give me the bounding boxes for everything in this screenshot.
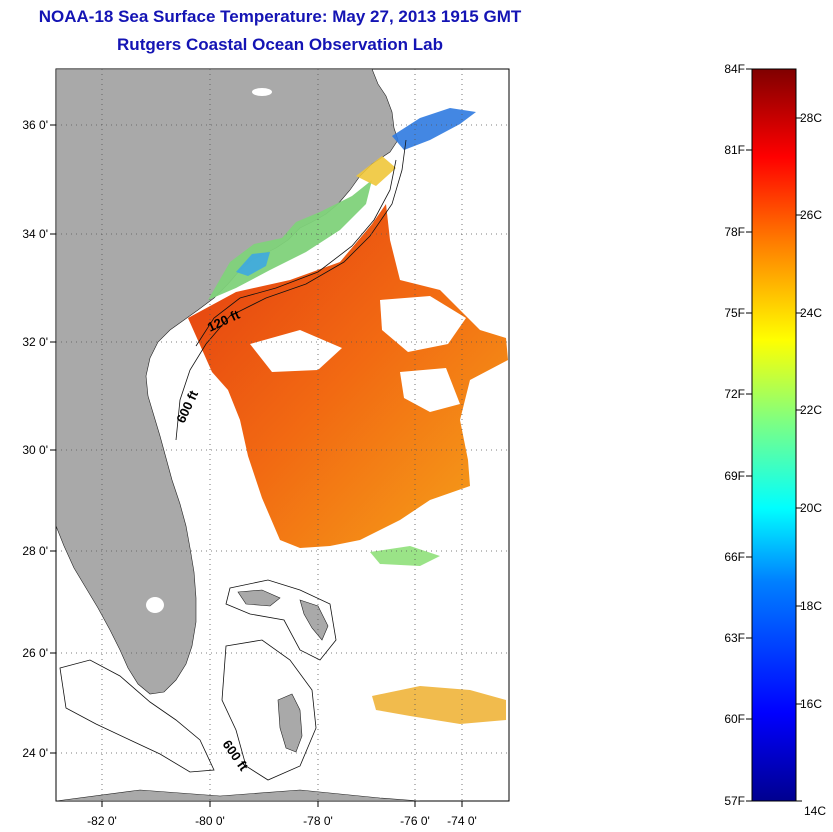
contour-600ft	[175, 139, 407, 441]
lat-label: 30 0'	[22, 443, 48, 457]
colorbar-f-label: 81F	[724, 143, 745, 157]
lon-label: -82 0'	[87, 814, 117, 828]
lon-label: -74 0'	[447, 814, 477, 828]
colorbar-c-label: 24C	[800, 306, 822, 320]
bahamas-island-andros	[277, 693, 303, 753]
colorbar-f-label: 63F	[724, 631, 745, 645]
colorbar-c-label: 20C	[800, 501, 822, 515]
colorbar	[751, 68, 797, 802]
lat-label: 36 0'	[22, 118, 48, 132]
colorbar-c-label: 18C	[800, 599, 822, 613]
contour-bahamas	[225, 579, 337, 661]
colorbar-f-label: 72F	[724, 387, 745, 401]
cloud-gap-1	[380, 296, 466, 352]
map-ticks	[50, 124, 463, 807]
contour-bahamas-south	[221, 639, 317, 781]
contour-120ft	[195, 159, 397, 347]
inland-lake	[252, 88, 272, 96]
bahamas-island-abaco	[299, 599, 329, 641]
sst-south-patches	[372, 686, 506, 724]
cuba-coast	[56, 789, 421, 801]
bahamas-island-grand	[237, 589, 281, 607]
colorbar-c-label: 14C	[804, 804, 826, 818]
lon-label: -78 0'	[303, 814, 333, 828]
sst-south-green	[370, 546, 440, 566]
lon-label: -76 0'	[400, 814, 430, 828]
map-subtitle: Rutgers Coastal Ocean Observation Lab	[117, 35, 443, 54]
colorbar-c-label: 26C	[800, 208, 822, 222]
lat-label: 34 0'	[22, 227, 48, 241]
colorbar-f-label: 69F	[724, 469, 745, 483]
lat-label: 24 0'	[22, 746, 48, 760]
colorbar-f-label: 66F	[724, 550, 745, 564]
colorbar-c-label: 28C	[800, 111, 822, 125]
colorbar-f-label: 75F	[724, 306, 745, 320]
colorbar-f-label: 60F	[724, 712, 745, 726]
sst-north-yellow	[356, 156, 396, 186]
colorbar-f-label: 57F	[724, 794, 745, 808]
lon-label: -80 0'	[195, 814, 225, 828]
map-title: NOAA-18 Sea Surface Temperature: May 27,…	[38, 7, 522, 26]
colorbar-f-label: 84F	[724, 62, 745, 76]
sst-coastal-blue	[236, 252, 270, 276]
cloud-gap-2	[250, 330, 342, 372]
sst-north-blue	[392, 108, 476, 150]
colorbar-c-label: 16C	[800, 697, 822, 711]
contour-florida-keys	[59, 659, 215, 773]
lat-label: 26 0'	[22, 646, 48, 660]
map-grid	[56, 69, 509, 801]
colorbar-ticks	[746, 68, 802, 802]
colorbar-f-label: 78F	[724, 225, 745, 239]
lat-label: 32 0'	[22, 335, 48, 349]
lake-okeechobee	[146, 597, 164, 613]
lat-label: 28 0'	[22, 544, 48, 558]
colorbar-c-label: 22C	[800, 403, 822, 417]
